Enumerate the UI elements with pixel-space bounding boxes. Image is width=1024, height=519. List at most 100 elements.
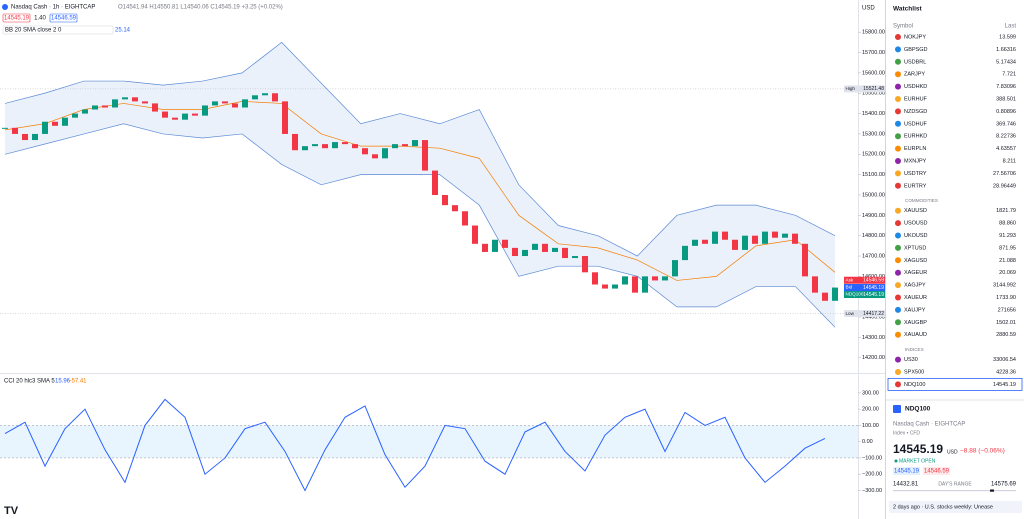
symbol-icon xyxy=(895,71,901,78)
candle xyxy=(62,117,68,126)
detail-ask-box[interactable] xyxy=(923,467,950,475)
detail-name: Nasdaq Cash · EIGHTCAP xyxy=(893,422,965,428)
candle xyxy=(152,103,158,112)
row-symbol[interactable]: EURHKD xyxy=(904,134,927,140)
buy-box[interactable] xyxy=(49,13,78,23)
y-tick-label: 15500.00 xyxy=(862,91,885,97)
indicator-box[interactable] xyxy=(2,25,114,35)
chart-title[interactable]: Nasdaq Cash · 1h · EIGHTCAP xyxy=(11,5,95,11)
candle xyxy=(292,133,298,151)
row-last: 21.088 xyxy=(999,258,1016,264)
row-symbol[interactable]: NZDSGD xyxy=(904,109,927,115)
group-title[interactable]: COMMODITIES xyxy=(905,198,938,203)
selected-row[interactable] xyxy=(887,377,1023,391)
candle xyxy=(12,127,18,134)
candle xyxy=(132,97,138,102)
row-last: 1733.90 xyxy=(996,295,1016,301)
candle xyxy=(202,105,208,116)
row-symbol[interactable]: USDHKD xyxy=(904,84,927,90)
row-symbol[interactable]: NDQ100 xyxy=(904,382,925,388)
column-symbol[interactable]: Symbol xyxy=(893,24,913,30)
symbol-icon xyxy=(895,319,901,326)
row-last: 369.746 xyxy=(996,121,1016,127)
row-symbol[interactable]: US30 xyxy=(904,357,918,363)
group-title[interactable]: INDICES xyxy=(905,347,924,352)
logo: TV xyxy=(4,505,19,517)
row-symbol[interactable]: EURTRY xyxy=(904,183,927,189)
candle xyxy=(782,233,788,238)
band-fill xyxy=(5,42,835,328)
candle xyxy=(712,231,718,244)
currency: USD xyxy=(862,6,875,12)
row-last: 1502.01 xyxy=(996,320,1016,326)
row-symbol[interactable]: USDBRL xyxy=(904,59,926,65)
row-symbol[interactable]: XAUUSD xyxy=(904,208,927,214)
row-symbol[interactable]: MXNJPY xyxy=(904,158,927,164)
y-tick-label: 15300.00 xyxy=(862,131,885,137)
candle xyxy=(742,235,748,250)
row-symbol[interactable]: EURPLN xyxy=(904,146,926,152)
row-symbol[interactable]: XAUJPY xyxy=(904,307,926,313)
row-symbol[interactable]: SPX500 xyxy=(904,369,924,375)
y-tick-label: 100.00 xyxy=(862,423,879,429)
detail-price: 14545.19 xyxy=(893,442,943,456)
row-symbol[interactable]: UKOUSD xyxy=(904,233,928,239)
row-symbol[interactable]: USDHUF xyxy=(904,121,928,127)
range-bar xyxy=(893,490,1016,492)
row-symbol[interactable]: ZARJPY xyxy=(904,72,925,78)
row-last: 7.721 xyxy=(1002,72,1016,78)
candle xyxy=(562,247,568,259)
row-symbol[interactable]: USOUSD xyxy=(904,221,928,227)
row-symbol[interactable]: XAGEUR xyxy=(904,270,927,276)
y-tick-label: 14900.00 xyxy=(862,213,885,219)
candle xyxy=(752,235,758,244)
row-symbol[interactable]: GBPSGD xyxy=(904,47,928,53)
candle xyxy=(492,239,498,252)
candle xyxy=(452,205,458,212)
watchlist-title[interactable]: Watchlist xyxy=(893,6,922,13)
row-symbol[interactable]: XAUEUR xyxy=(904,295,927,301)
candle xyxy=(172,117,178,120)
ohlc: O14541.94 H14550.81 L14540.06 C14545.19 … xyxy=(118,5,283,11)
candle xyxy=(92,105,98,110)
candle xyxy=(732,239,738,250)
row-symbol[interactable]: XAGUSD xyxy=(904,258,927,264)
candle xyxy=(262,93,268,96)
marker-value: 14545.19 xyxy=(863,285,884,291)
detail-kind: Index • CFD xyxy=(893,430,920,436)
cci-value: 15.96 xyxy=(55,379,71,385)
row-symbol[interactable]: EURHUF xyxy=(904,96,928,102)
candle xyxy=(472,225,478,244)
symbol-icon xyxy=(895,207,901,214)
news[interactable]: 2 days ago · U.S. stocks weekly: Unease xyxy=(893,504,993,510)
row-symbol[interactable]: NOKJPY xyxy=(904,34,926,40)
symbol-icon xyxy=(895,170,901,177)
row-last: 8.22736 xyxy=(996,134,1016,140)
symbol-icon xyxy=(895,120,901,127)
candle xyxy=(602,284,608,289)
row-symbol[interactable]: USDTRY xyxy=(904,171,927,177)
row-last: 4228.36 xyxy=(996,369,1016,375)
candle xyxy=(652,276,658,281)
news-box[interactable] xyxy=(889,501,1022,513)
row-last: 13.599 xyxy=(999,34,1016,40)
row-symbol[interactable]: XPTUSD xyxy=(904,245,926,251)
symbol-icon xyxy=(895,108,901,115)
row-symbol[interactable]: XAUGBP xyxy=(904,320,927,326)
sell-box[interactable] xyxy=(2,13,31,23)
detail-ask: 14546.59 xyxy=(924,469,950,475)
column-last[interactable]: Last xyxy=(1005,24,1017,30)
candle xyxy=(232,103,238,108)
row-symbol[interactable]: XAUAUD xyxy=(904,332,927,338)
detail-bid-box[interactable] xyxy=(893,467,920,475)
symbol-icon xyxy=(895,244,901,251)
marker-box xyxy=(844,276,885,284)
candle xyxy=(242,99,248,108)
row-symbol[interactable]: XAGJPY xyxy=(904,283,926,289)
detail-currency: USD xyxy=(947,449,958,455)
row-last: 28.96449 xyxy=(993,183,1016,189)
candle xyxy=(462,211,468,226)
marker-box xyxy=(844,291,885,299)
